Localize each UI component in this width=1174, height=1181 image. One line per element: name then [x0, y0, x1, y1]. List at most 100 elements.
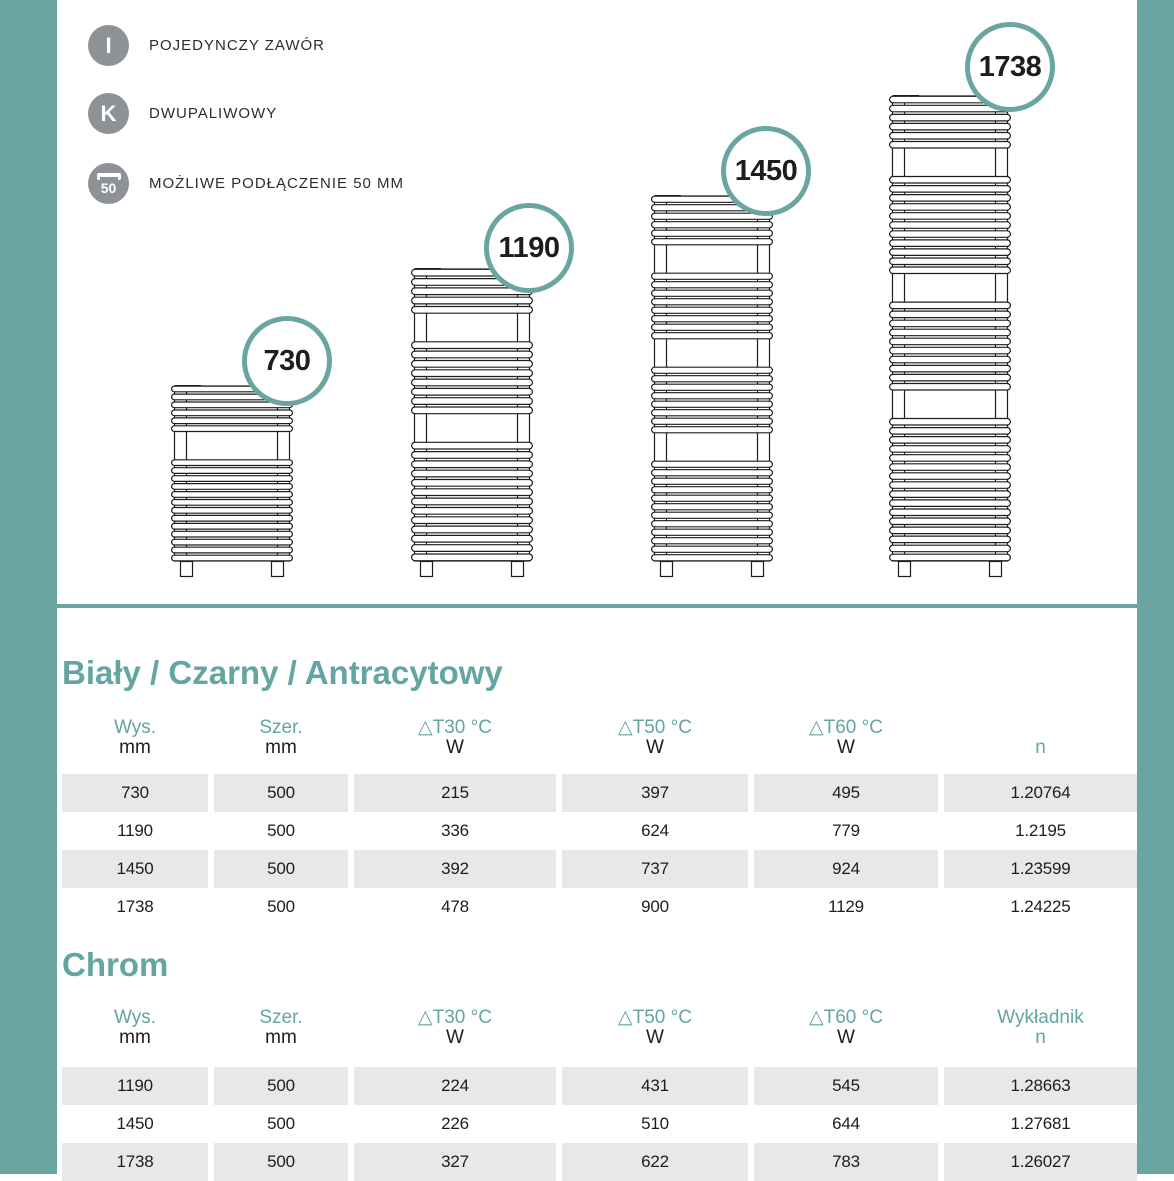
column-header-unit: mm — [119, 1027, 151, 1048]
column-header-unit: mm — [265, 1027, 297, 1048]
column-header: Wys. mm — [62, 718, 208, 758]
column-header-primary: △T50 °C — [618, 717, 692, 738]
table-cell: 1738 — [62, 1143, 208, 1181]
radiator-drawing — [171, 385, 294, 578]
table-cell: 1.24225 — [1010, 897, 1071, 916]
column-header-primary: Szer. — [259, 717, 303, 738]
table-body: 1190 500 224 431 545 1.28663 1450 500 226 510 644 1… — [62, 1067, 1137, 1181]
table-row: 1738 500 478 900 1129 1.24225 — [62, 888, 1137, 926]
column-header-unit: mm — [265, 737, 297, 758]
table-cell: 224 — [354, 1067, 556, 1105]
spec-table-white-black-anthracite: Biały / Czarny / Antracytowy Wys. mm Szer.… — [62, 655, 1137, 926]
table-cell: 431 — [562, 1067, 748, 1105]
column-header-primary: △T60 °C — [809, 717, 883, 738]
single-valve-icon: I — [88, 25, 129, 66]
table-cell: 327 — [354, 1143, 556, 1181]
table-row: 1190 500 224 431 545 1.28663 — [62, 1067, 1137, 1105]
column-header-unit: W — [646, 1027, 664, 1048]
table-cell: 500 — [214, 1143, 348, 1181]
column-header: Szer. mm — [214, 718, 348, 758]
column-header: Wykładnik n — [944, 1008, 1137, 1048]
column-header-primary — [944, 718, 1137, 738]
table-title: Chrom — [62, 946, 169, 983]
dual-fuel-glyph: K — [100, 100, 117, 126]
table-body: 730 500 215 397 495 1.20764 1190 500 336 624 779 1.… — [62, 774, 1137, 926]
radiator-1738 — [888, 95, 1012, 583]
legend-label: POJEDYNCZY ZAWÓR — [149, 37, 326, 54]
column-header-unit: n — [1035, 737, 1046, 758]
height-badge-value: 730 — [263, 344, 311, 377]
table-cell: 495 — [754, 774, 938, 812]
table-cell: 1.20764 — [944, 774, 1137, 812]
column-header-unit: mm — [119, 737, 151, 758]
dual-fuel-icon: K — [88, 93, 129, 134]
table-cell: 900 — [641, 897, 669, 916]
column-header-primary: △T50 °C — [618, 1007, 692, 1028]
column-header-unit: W — [837, 1027, 855, 1048]
table-cell: 1129 — [828, 897, 864, 916]
table-cell: 510 — [641, 1114, 669, 1133]
right-accent-bar — [1137, 0, 1174, 1174]
radiator-1190 — [410, 268, 534, 583]
column-header-unit: n — [1035, 1027, 1046, 1048]
table-cell: 1.26027 — [944, 1143, 1137, 1181]
table-cell: 1190 — [117, 821, 153, 840]
table-cell: 783 — [754, 1143, 938, 1181]
radiator-diagram: 730 1190 1450 1738 — [170, 22, 1055, 583]
connection-bracket-shape — [96, 172, 121, 180]
table-cell: 1450 — [62, 850, 208, 888]
table-cell: 500 — [214, 850, 348, 888]
left-accent-bar — [0, 0, 57, 1174]
table-cell: 500 — [267, 1114, 295, 1133]
column-header-primary: △T60 °C — [809, 1007, 883, 1028]
column-header-primary: Szer. — [259, 1007, 303, 1028]
column-header-unit: W — [446, 737, 464, 758]
column-header: △T50 °C W — [562, 1008, 748, 1048]
table-cell: 500 — [214, 1067, 348, 1105]
single-valve-glyph: I — [105, 32, 112, 58]
height-badge: 730 — [242, 316, 332, 406]
radiator-730 — [170, 385, 294, 583]
column-header: n — [944, 718, 1137, 758]
height-badge-value: 1190 — [498, 231, 560, 264]
column-header-primary: Wys. — [113, 1007, 157, 1028]
column-header: △T50 °C W — [562, 718, 748, 758]
spec-table-chrome: Chrom Wys. mm Szer. mm △T30 °C W △T50 °C W △T60 … — [62, 947, 1137, 1181]
table-cell: 1.2195 — [1015, 821, 1066, 840]
table-cell: 500 — [267, 897, 295, 916]
connection-50mm-glyph: 50 — [100, 179, 117, 196]
table-cell: 730 — [62, 774, 208, 812]
table-row: 1190 500 336 624 779 1.2195 — [62, 812, 1137, 850]
radiator-drawing — [651, 195, 774, 578]
table-row: 730 500 215 397 495 1.20764 — [62, 774, 1137, 812]
column-header-primary: Wys. — [113, 717, 157, 738]
table-cell: 478 — [441, 897, 469, 916]
table-cell: 1738 — [116, 897, 154, 916]
table-cell: 392 — [354, 850, 556, 888]
column-header-primary: △T30 °C — [418, 717, 492, 738]
column-header: △T60 °C W — [754, 718, 938, 758]
column-header: △T60 °C W — [754, 1008, 938, 1048]
height-badge: 1738 — [965, 22, 1055, 112]
section-divider — [57, 604, 1137, 608]
table-row: 1450 500 226 510 644 1.27681 — [62, 1105, 1137, 1143]
table-cell: 397 — [562, 774, 748, 812]
height-badge-value: 1738 — [978, 50, 1042, 83]
height-badge-value: 1450 — [734, 154, 798, 187]
table-title: Biały / Czarny / Antracytowy — [62, 654, 503, 691]
table-cell: 644 — [832, 1114, 860, 1133]
table-cell: 215 — [354, 774, 556, 812]
table-row: 1738 500 327 622 783 1.26027 — [62, 1143, 1137, 1181]
table-cell: 500 — [214, 774, 348, 812]
table-cell: 226 — [441, 1114, 469, 1133]
legend-item-connection-50mm: 50 MOŻLIWE PODŁĄCZENIE 50 MM — [88, 163, 404, 204]
table-cell: 924 — [754, 850, 938, 888]
table-cell: 500 — [267, 821, 295, 840]
column-header: △T30 °C W — [354, 718, 556, 758]
column-header-unit: W — [646, 737, 664, 758]
column-header-primary: Wykładnik — [997, 1007, 1084, 1028]
table-cell: 1190 — [62, 1067, 208, 1105]
legend-item-single-valve: I POJEDYNCZY ZAWÓR — [88, 25, 325, 66]
radiator-drawing — [411, 268, 534, 578]
